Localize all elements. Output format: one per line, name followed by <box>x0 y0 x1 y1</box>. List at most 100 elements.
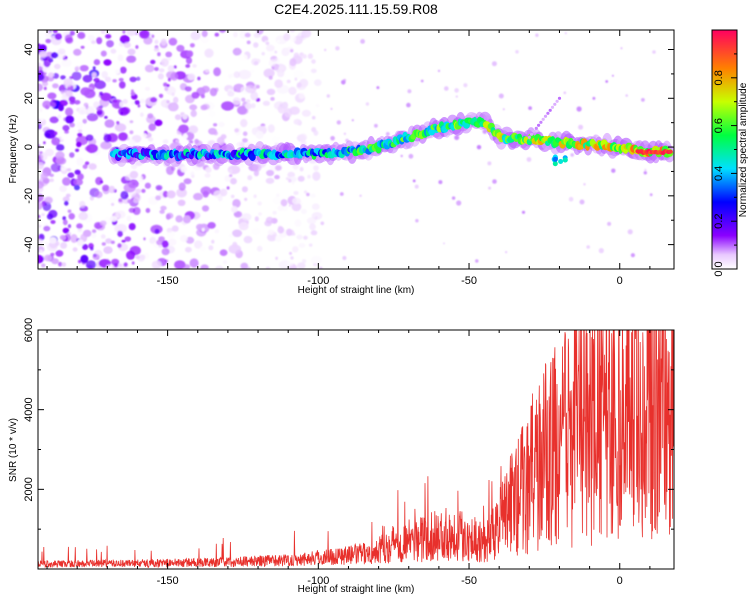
heatmap-noise-blob <box>121 239 126 243</box>
heatmap-noise-blob <box>49 237 57 244</box>
heatmap-noise-blob <box>38 70 44 77</box>
heatmap-noise-blob <box>185 131 195 141</box>
heatmap-noise-blob <box>50 163 62 173</box>
heatmap-noise-blob <box>135 188 142 194</box>
heatmap-noise-blob <box>79 200 86 208</box>
heatmap-noise-blob <box>103 133 112 143</box>
heatmap-noise-blob <box>73 178 84 186</box>
heatmap-noise-blob <box>106 40 114 48</box>
spectrogram-frame <box>37 29 675 270</box>
heatmap-noise-blob <box>118 107 129 116</box>
heatmap-noise-blob <box>201 85 210 93</box>
heatmap-noise-blob <box>69 122 75 128</box>
heatmap-noise-blob <box>227 91 235 97</box>
heatmap-noise-blob <box>74 66 81 71</box>
heatmap-noise-blob <box>166 165 174 175</box>
heatmap-streak-blob <box>530 132 534 136</box>
heatmap-noise-blob <box>272 196 281 205</box>
heatmap-noise-blob <box>266 169 275 177</box>
heatmap-noise-blob <box>277 205 284 212</box>
heatmap-noise-blob <box>209 87 218 97</box>
heatmap-noise-blob <box>54 63 61 70</box>
heatmap-noise-blob <box>63 78 73 88</box>
heatmap-noise-blob <box>123 42 131 48</box>
heatmap-noise-blob <box>245 85 257 94</box>
heatmap-noise-blob <box>228 233 233 238</box>
heatmap-noise-blob <box>158 236 165 242</box>
heatmap-noise-blob <box>130 163 138 170</box>
heatmap-noise-blob <box>238 163 245 169</box>
heatmap-noise-speck <box>611 168 616 173</box>
heatmap-noise-blob <box>79 65 89 72</box>
heatmap-noise-blob <box>193 192 203 201</box>
heatmap-noise-blob <box>151 260 162 269</box>
heatmap-noise-blob <box>62 196 70 202</box>
snr-y-tick-label: 6000 <box>23 318 35 342</box>
heatmap-noise-speck <box>605 80 609 83</box>
heatmap-noise-blob <box>132 182 136 186</box>
heatmap-noise-blob <box>74 169 81 175</box>
heatmap-noise-blob <box>51 137 61 146</box>
heatmap-noise-speck <box>598 248 604 254</box>
heatmap-noise-blob <box>161 248 170 256</box>
heatmap-noise-blob <box>80 45 85 49</box>
heatmap-noise-blob <box>105 34 112 39</box>
heatmap-noise-speck <box>649 193 653 197</box>
snr-y-tick-label: 4000 <box>23 397 35 421</box>
heatmap-noise-blob <box>275 256 278 260</box>
heatmap-noise-blob <box>237 105 248 115</box>
heatmap-noise-blob <box>250 69 255 74</box>
heatmap-noise-speck <box>630 253 636 258</box>
heatmap-noise-blob <box>314 79 322 86</box>
heatmap-noise-speck <box>319 266 323 269</box>
heatmap-noise-blob <box>154 67 159 71</box>
heatmap-noise-blob <box>178 182 186 191</box>
heatmap-noise-blob <box>50 99 57 108</box>
heatmap-noise-blob <box>42 65 52 73</box>
heatmap-noise-blob <box>38 180 44 189</box>
heatmap-noise-blob <box>143 36 153 45</box>
heatmap-noise-blob <box>147 113 154 119</box>
heatmap-noise-blob <box>159 209 165 214</box>
heatmap-noise-blob <box>189 258 199 268</box>
heatmap-noise-blob <box>285 177 290 181</box>
heatmap-noise-blob <box>221 101 235 111</box>
heatmap-noise-blob <box>65 37 74 44</box>
heatmap-noise-blob <box>219 188 228 197</box>
heatmap-noise-blob <box>308 243 313 247</box>
heatmap-noise-blob <box>301 109 311 117</box>
heatmap-noise-blob <box>96 106 103 112</box>
heatmap-noise-blob <box>277 71 285 78</box>
heatmap-noise-speck <box>451 196 456 200</box>
heatmap-noise-blob <box>276 39 281 44</box>
heatmap-noise-blob <box>162 190 169 198</box>
heatmap-noise-blob <box>92 66 96 70</box>
heatmap-noise-blob <box>43 240 49 246</box>
heatmap-noise-blob <box>92 229 97 234</box>
heatmap-noise-blob <box>101 242 106 246</box>
heatmap-noise-blob <box>177 199 186 206</box>
heatmap-noise-blob <box>71 71 82 81</box>
heatmap-noise-speck <box>535 33 539 37</box>
heatmap-noise-blob <box>40 172 48 180</box>
heatmap-noise-blob <box>122 99 128 104</box>
heatmap-noise-blob <box>154 228 160 234</box>
heatmap-noise-blob <box>117 243 122 248</box>
heatmap-noise-blob <box>67 168 72 172</box>
heatmap-noise-speck <box>330 107 333 110</box>
spectrogram-x-ticks: -150 -100 -50 0 <box>46 30 651 287</box>
heatmap-noise-blob <box>77 129 83 133</box>
heatmap-noise-blob <box>155 185 163 191</box>
heatmap-noise-blob <box>240 119 248 128</box>
heatmap-noise-speck <box>374 123 378 128</box>
heatmap-noise-blob <box>160 205 167 211</box>
heatmap-noise-blob <box>129 76 137 83</box>
colorbar-tick-label: 0.2 <box>713 214 725 229</box>
colorbar: 0.0 0.2 0.4 0.6 0.8 Normalized spectral ampl… <box>711 29 749 277</box>
heatmap-noise-blob <box>116 121 120 125</box>
heatmap-noise-blob <box>312 171 321 181</box>
heatmap-noise-blob <box>243 235 253 244</box>
heatmap-noise-blob <box>180 235 188 242</box>
heatmap-noise-speck <box>306 192 310 197</box>
